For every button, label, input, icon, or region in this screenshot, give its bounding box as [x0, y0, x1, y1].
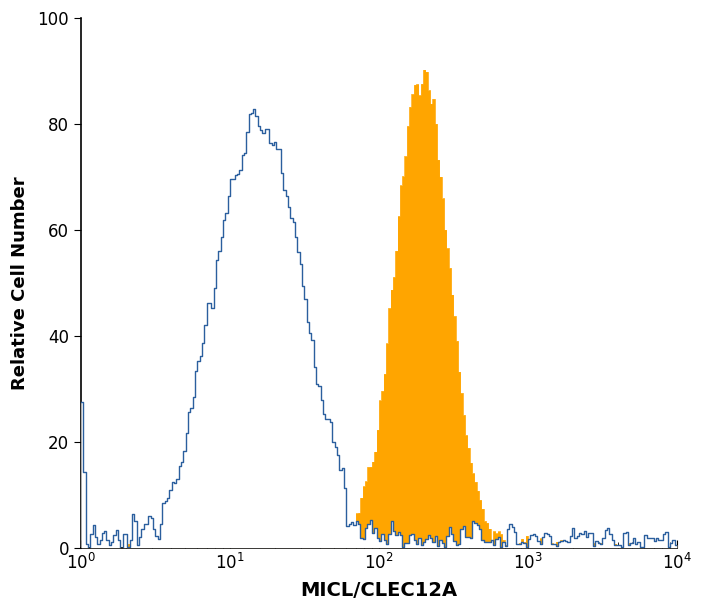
Y-axis label: Relative Cell Number: Relative Cell Number: [11, 176, 29, 390]
X-axis label: MICL/CLEC12A: MICL/CLEC12A: [300, 581, 458, 600]
